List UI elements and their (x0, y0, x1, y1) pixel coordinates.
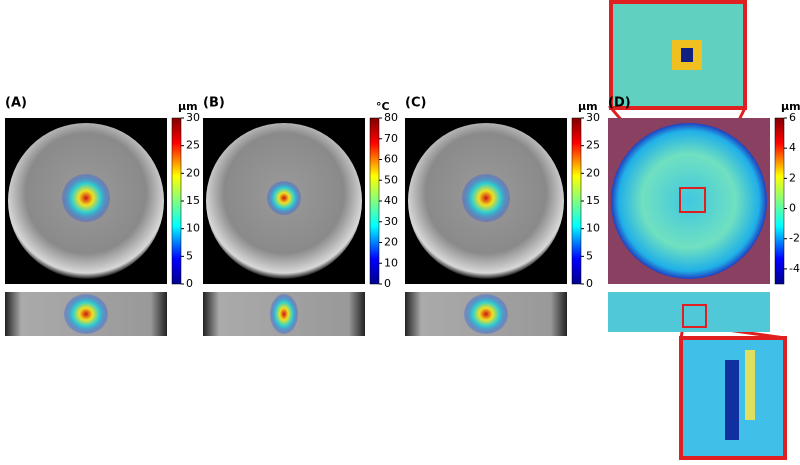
colorbar-tick-label: 80 (384, 111, 398, 124)
colorbar-tick-label: 0 (586, 277, 593, 290)
colorbar-tick-label: 25 (586, 139, 600, 152)
colorbar-tick-label: 6 (789, 111, 796, 124)
colorbar-tick-label: 50 (384, 173, 398, 186)
zoom-feature (725, 360, 739, 440)
colorbar (774, 117, 785, 285)
colorbar-tick-label: -4 (789, 262, 800, 275)
colorbar-tick-label: 20 (186, 166, 200, 179)
colorbar-unit: µm (178, 100, 198, 113)
colorbar (369, 117, 380, 285)
panel: (C) µm 0 5 10 15 20 25 30 (405, 96, 600, 336)
zoom-top (607, 0, 748, 190)
panel-label: (B) (203, 96, 225, 111)
colorbar-tick-label: 5 (586, 249, 593, 262)
colorbar-tick-label: 20 (586, 166, 600, 179)
image-disk (611, 123, 767, 279)
heat-spot (267, 181, 301, 215)
heat-spot (64, 294, 108, 334)
heat-spot (270, 294, 298, 334)
colorbar (571, 117, 582, 285)
panel-label: (C) (405, 96, 426, 111)
colorbar-unit: µm (781, 100, 800, 113)
heat-spot (462, 174, 510, 222)
colorbar-tick-label: 0 (789, 202, 796, 215)
colorbar-tick-label: 40 (384, 194, 398, 207)
colorbar-tick-label: 15 (586, 194, 600, 207)
panel-label: (D) (608, 96, 631, 111)
zoom-feature (681, 48, 693, 62)
colorbar-tick-label: 4 (789, 141, 796, 154)
colorbar-tick-label: 60 (384, 153, 398, 166)
colorbar-unit: µm (578, 100, 598, 113)
colorbar (171, 117, 182, 285)
colorbar-tick-label: 10 (186, 222, 200, 235)
panel: (D) µm -4 -2 0 2 4 6 (608, 96, 800, 332)
colorbar-tick-label: 2 (789, 171, 796, 184)
panel: (A) µm 0 5 10 15 20 25 30 (5, 96, 200, 336)
colorbar-tick-label: 0 (384, 277, 391, 290)
zoom-box (682, 304, 707, 328)
colorbar-tick-label: 30 (586, 111, 600, 124)
colorbar-tick-label: 10 (586, 222, 600, 235)
image-strip (608, 292, 770, 332)
colorbar-tick-label: -2 (789, 232, 800, 245)
colorbar-tick-label: 15 (186, 194, 200, 207)
zoom-feature (745, 350, 755, 420)
colorbar-tick-label: 25 (186, 139, 200, 152)
panel: (B) °C 0 10 20 30 40 50 60 70 80 (203, 96, 398, 336)
heat-spot (62, 174, 110, 222)
colorbar-tick-label: 70 (384, 132, 398, 145)
colorbar-tick-label: 0 (186, 277, 193, 290)
colorbar-tick-label: 10 (384, 256, 398, 269)
colorbar-tick-label: 20 (384, 236, 398, 249)
zoom-box (679, 187, 706, 213)
colorbar-tick-label: 30 (384, 215, 398, 228)
heat-spot (464, 294, 508, 334)
colorbar-tick-label: 30 (186, 111, 200, 124)
panel-label: (A) (5, 96, 27, 111)
zoom-bottom (679, 325, 787, 460)
colorbar-unit: °C (376, 100, 390, 113)
colorbar-tick-label: 5 (186, 249, 193, 262)
